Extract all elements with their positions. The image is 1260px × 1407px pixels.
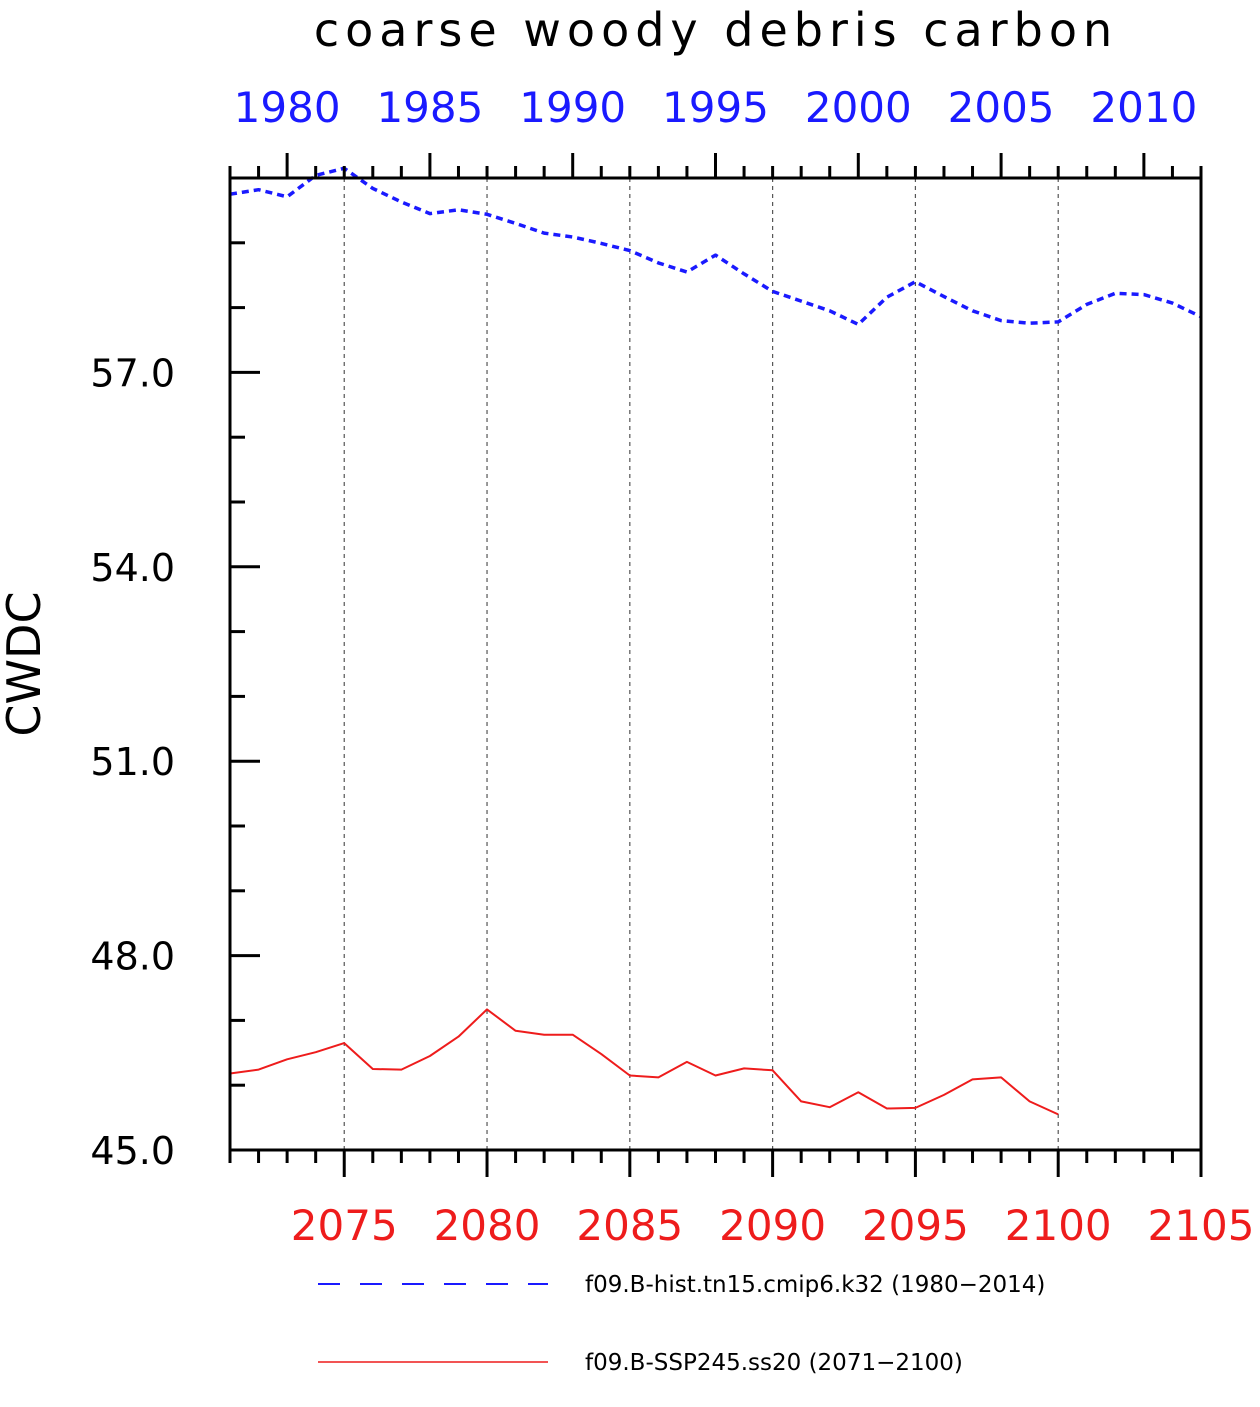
- tick-labels: 1980 1985 1990 1995 2000 2005 2010 2075 2080 2085…: [90, 83, 1254, 1250]
- y-tick-label: 51.0: [90, 740, 175, 784]
- bottom-tick-label: 2080: [434, 1201, 541, 1250]
- vertical-grid: [343, 178, 1059, 1150]
- series-layer: [229, 166, 1202, 1116]
- bottom-tick-label: 2100: [1005, 1201, 1112, 1250]
- y-axis-label: CWDC: [0, 591, 51, 736]
- top-tick-label: 1990: [519, 83, 626, 132]
- bottom-tick-label: 2095: [862, 1201, 969, 1250]
- y-tick-label: 57.0: [90, 351, 175, 395]
- bottom-tick-label: 2090: [719, 1201, 826, 1250]
- top-tick-label: 2000: [805, 83, 912, 132]
- y-tick-label: 48.0: [90, 935, 175, 979]
- y-tick-label: 45.0: [90, 1129, 175, 1173]
- top-tick-label: 1985: [376, 83, 483, 132]
- axis-ticks: [228, 153, 1203, 1177]
- plot-frame: [228, 176, 1203, 1152]
- top-tick-label: 2010: [1090, 83, 1197, 132]
- chart-title: coarse woody debris carbon: [314, 3, 1118, 57]
- top-tick-label: 1980: [234, 83, 341, 132]
- top-tick-label: 1995: [662, 83, 769, 132]
- legend-label-2: f09.B-SSP245.ss20 (2071−2100): [585, 1350, 963, 1376]
- series-line-1: [229, 166, 1202, 327]
- bottom-tick-label: 2105: [1148, 1201, 1255, 1250]
- bottom-tick-label: 2075: [291, 1201, 398, 1250]
- top-tick-label: 2005: [948, 83, 1055, 132]
- legend-label-1: f09.B-hist.tn15.cmip6.k32 (1980−2014): [585, 1272, 1045, 1298]
- y-tick-label: 54.0: [90, 546, 175, 590]
- series-line-2: [229, 1008, 1059, 1116]
- legend: f09.B-hist.tn15.cmip6.k32 (1980−2014) f09…: [318, 1272, 1045, 1376]
- bottom-tick-label: 2085: [576, 1201, 683, 1250]
